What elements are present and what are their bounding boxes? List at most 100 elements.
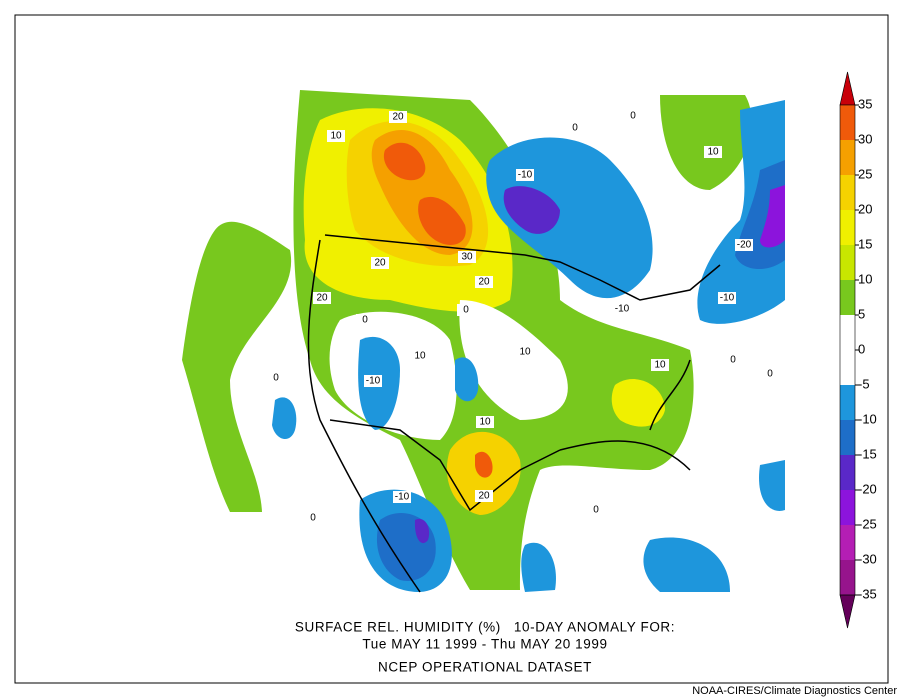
contour-label: 0 (362, 315, 368, 326)
label-bg (458, 251, 476, 263)
region (272, 397, 297, 440)
region (455, 357, 479, 402)
contour-label: -10 (720, 293, 735, 304)
label-bg (718, 292, 736, 304)
contour-label: 10 (414, 351, 426, 362)
contour-label: 30 (461, 252, 473, 263)
contour-label: -20 (737, 240, 752, 251)
colorbar-box (840, 490, 855, 525)
contour-label: -10 (395, 492, 410, 503)
colorbar-box (840, 245, 855, 280)
label-bg (475, 276, 493, 288)
colorbar-label: 25 (858, 166, 872, 181)
contour-label: -10 (615, 304, 630, 315)
contour-label: 0 (767, 369, 773, 380)
colorbar-box (840, 385, 855, 420)
contour-label: 20 (478, 491, 490, 502)
label-bg (304, 512, 322, 524)
colorbar-label: -10 (858, 411, 877, 426)
region (660, 95, 752, 190)
label-bg (651, 359, 669, 371)
label-bg (411, 350, 429, 362)
region (760, 185, 785, 248)
region (503, 186, 560, 234)
colorbar-label: 0 (858, 341, 865, 356)
label-bg (516, 346, 534, 358)
label-bg (704, 146, 722, 158)
subtitle: Tue MAY 11 1999 - Thu MAY 20 1999 (362, 637, 607, 652)
label-bg (476, 416, 494, 428)
label-bg (613, 303, 631, 315)
contour-label: 10 (519, 347, 531, 358)
contour-label: 0 (572, 123, 578, 134)
contour-label: 20 (392, 112, 404, 123)
contour-label: 20 (478, 277, 490, 288)
label-bg (516, 169, 534, 181)
colorbar-box (840, 140, 855, 175)
colorbar-cap (839, 594, 856, 629)
colorbar-box (840, 455, 855, 490)
colorbar-box (840, 315, 855, 350)
colorbar-box (840, 105, 855, 140)
contour-label: 10 (330, 131, 342, 142)
colorbar-label: -5 (858, 376, 870, 391)
colorbar-box (840, 175, 855, 210)
map-area (180, 85, 785, 593)
region (475, 451, 493, 478)
contour-label: 20 (316, 293, 328, 304)
colorbar-box (840, 350, 855, 385)
contour-label: 20 (374, 258, 386, 269)
label-bg (327, 130, 345, 142)
label-bg (566, 122, 584, 134)
label-bg (389, 111, 407, 123)
border (324, 234, 721, 301)
colorbar-label: -20 (858, 481, 877, 496)
region (414, 518, 430, 544)
colorbar-label: -25 (858, 516, 877, 531)
contour-label: 0 (463, 305, 469, 316)
label-bg (393, 491, 411, 503)
contour-label: 0 (730, 355, 736, 366)
region (459, 300, 568, 420)
region (383, 142, 426, 181)
label-bg (356, 314, 374, 326)
contour-label: 0 (593, 505, 599, 516)
contour-label: 10 (707, 147, 719, 158)
region (418, 196, 466, 245)
contour-label: 0 (310, 513, 316, 524)
coastline (307, 239, 421, 593)
label-bg (475, 490, 493, 502)
label-bg (457, 304, 475, 316)
dataset: NCEP OPERATIONAL DATASET (378, 660, 592, 675)
colorbar-box (840, 420, 855, 455)
colorbar-label: 35 (858, 96, 872, 111)
label-bg (267, 372, 285, 384)
contour-label: -10 (366, 376, 381, 387)
region (759, 460, 785, 511)
contour-label: 10 (654, 360, 666, 371)
region (182, 221, 292, 512)
colorbar-label: 20 (858, 201, 872, 216)
label-bg (313, 292, 331, 304)
label-bg (724, 354, 742, 366)
region (521, 542, 556, 592)
label-bg (735, 239, 753, 251)
label-bg (371, 257, 389, 269)
title: SURFACE REL. HUMIDITY (%) 10-DAY ANOMALY… (295, 620, 675, 635)
label-bg (761, 368, 779, 380)
label-bg (587, 504, 605, 516)
colorbar-label: 15 (858, 236, 872, 251)
frame (14, 14, 889, 684)
colorbar-label: -15 (858, 446, 877, 461)
label-bg (364, 375, 382, 387)
region (643, 537, 730, 592)
colorbar-label: -30 (858, 551, 877, 566)
colorbar-box (840, 280, 855, 315)
colorbar-label: -35 (858, 586, 877, 601)
colorbar-box (840, 210, 855, 245)
colorbar-label: 10 (858, 271, 872, 286)
region (611, 379, 665, 427)
contour-label: 0 (273, 373, 279, 384)
credit: NOAA-CIRES/Climate Diagnostics Center (692, 685, 897, 697)
